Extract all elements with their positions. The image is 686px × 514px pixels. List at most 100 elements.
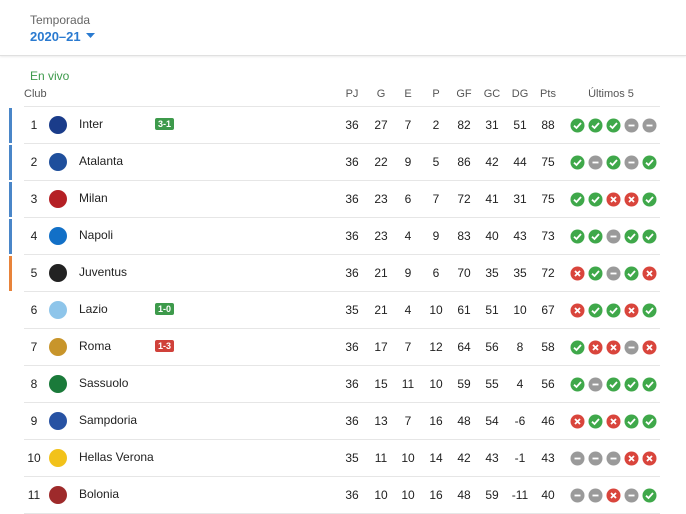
stat: 43: [485, 451, 499, 465]
row-divider: [24, 180, 660, 181]
zone-marker: [9, 182, 12, 217]
stat: 43: [513, 229, 527, 243]
row-divider: [24, 143, 660, 144]
zone-marker: [9, 108, 12, 143]
club-name[interactable]: Lazio: [79, 302, 108, 316]
dropdown-arrow[interactable]: [86, 33, 96, 39]
column-header: Pts: [540, 88, 556, 100]
club-name[interactable]: Sampdoria: [79, 413, 138, 427]
stat: 5: [432, 155, 440, 169]
stat: 4: [404, 303, 412, 317]
form-icon: [624, 377, 638, 391]
form-icon: [588, 229, 602, 243]
form-icon: [606, 118, 620, 132]
rank: 5: [30, 266, 38, 280]
stat: -11: [511, 488, 529, 502]
club-logo: [49, 449, 67, 467]
form-icon: [570, 266, 584, 280]
column-header: Club: [24, 88, 47, 100]
stat: -6: [514, 414, 526, 428]
club-name[interactable]: Napoli: [79, 228, 114, 242]
form-icon: [570, 488, 584, 502]
club-name[interactable]: Hellas Verona: [79, 450, 154, 464]
club-name[interactable]: Inter: [79, 117, 104, 131]
stat: 2: [432, 118, 440, 132]
form-icon: [642, 118, 656, 132]
stat: 59: [485, 488, 499, 502]
club-logo: [49, 412, 67, 430]
club-name[interactable]: Bolonia: [79, 487, 120, 501]
club-logo: [49, 264, 67, 282]
stat: 58: [541, 340, 555, 354]
rank: 11: [27, 488, 41, 502]
rank: 8: [30, 377, 38, 391]
form-icon: [624, 414, 638, 428]
stat: -1: [514, 451, 526, 465]
stat: 36: [345, 340, 359, 354]
stat: 4: [404, 229, 412, 243]
rank: 10: [27, 451, 41, 465]
club-logo: [49, 486, 67, 504]
form-icon: [642, 155, 656, 169]
column-header: P: [432, 88, 440, 100]
season-select[interactable]: 2020–21: [30, 29, 81, 44]
season-bar: Temporada 2020–21: [0, 0, 686, 56]
stat: 46: [541, 414, 555, 428]
stat: 41: [485, 192, 499, 206]
stat: 10: [429, 303, 443, 317]
stat: 40: [485, 229, 499, 243]
club-name[interactable]: Atalanta: [79, 154, 124, 168]
stat: 7: [404, 414, 412, 428]
form-icon: [588, 377, 602, 391]
club-name[interactable]: Sassuolo: [79, 376, 129, 390]
stat: 67: [541, 303, 555, 317]
stat: 42: [457, 451, 471, 465]
stat: 59: [457, 377, 471, 391]
stat: 10: [401, 488, 415, 502]
form-icon: [588, 192, 602, 206]
stat: 16: [429, 414, 443, 428]
club-logo: [49, 116, 67, 134]
form-icon: [606, 451, 620, 465]
form-icon: [588, 414, 602, 428]
club-logo: [49, 227, 67, 245]
stat: 75: [541, 192, 555, 206]
stat: 83: [457, 229, 471, 243]
form-icon: [624, 155, 638, 169]
rank: 6: [30, 303, 38, 317]
stat: 11: [374, 451, 388, 465]
rank: 2: [30, 155, 38, 169]
stat: 9: [404, 155, 412, 169]
club-logo: [49, 338, 67, 356]
stat: 15: [374, 377, 388, 391]
column-header: DG: [511, 88, 529, 100]
club-name[interactable]: Roma: [79, 339, 112, 353]
club-name[interactable]: Juventus: [79, 265, 128, 279]
stat: 12: [429, 340, 443, 354]
form-icon: [624, 488, 638, 502]
form-icon: [624, 451, 638, 465]
form-icon: [642, 451, 656, 465]
stat: 88: [541, 118, 555, 132]
season-label: Temporada: [30, 13, 91, 27]
form-icon: [588, 488, 602, 502]
stat: 55: [485, 377, 499, 391]
club-name[interactable]: Milan: [79, 191, 108, 205]
stat: 36: [345, 377, 359, 391]
stat: 14: [429, 451, 443, 465]
zone-marker: [9, 145, 12, 180]
stat: 6: [432, 266, 440, 280]
rank: 1: [30, 118, 38, 132]
row-divider: [24, 402, 660, 403]
form-icon: [588, 340, 602, 354]
stat: 75: [541, 155, 555, 169]
stat: 36: [345, 229, 359, 243]
form-icon: [588, 303, 602, 317]
form-icon: [570, 192, 584, 206]
form-icon: [570, 377, 584, 391]
stat: 7: [432, 192, 440, 206]
club-logo: [49, 375, 67, 393]
rank: 4: [30, 229, 38, 243]
form-icon: [624, 229, 638, 243]
